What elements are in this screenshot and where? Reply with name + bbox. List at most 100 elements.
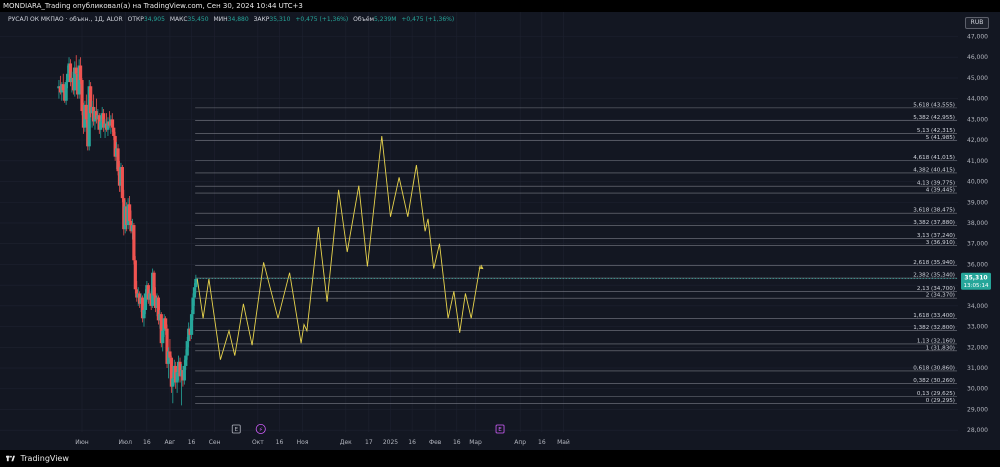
time-tick-label: 16 [143,439,151,446]
fib-level-label: 5,13 (42,315) [917,128,955,134]
fib-level-label: 2,382 (35,340) [913,273,955,279]
fib-level-label: 1,13 (32,160) [917,338,955,344]
candle-body [74,67,78,74]
price-tick-label: 36,000 [967,261,988,268]
fib-level-label: 4 (39,445) [926,188,955,194]
event-markers[interactable]: E ⚡ E [231,423,505,434]
candle-body [192,287,197,298]
price-tick-label: 32,000 [967,344,988,351]
footer-bar: TradingView [0,450,1000,467]
projection-path[interactable] [196,135,484,360]
fib-level-label: 2,13 (34,700) [917,286,955,292]
candle-body [191,297,195,315]
open-label: ОТКР [127,16,144,23]
fib-level-label: 5,382 (42,955) [913,115,955,121]
candle-body [159,314,163,344]
time-tick-label: Май [557,439,570,446]
candle-body [113,135,117,157]
price-tick-label: 41,000 [967,158,988,165]
earnings-event-label: E [234,427,238,433]
open-value: 34,905 [143,16,165,23]
time-tick-label: Апр [514,439,526,446]
time-tick-label: 17 [365,439,373,446]
candle-body [120,167,124,199]
price-tick-label: 47,000 [967,34,988,41]
candle-body [102,113,106,128]
footer-brand: TradingView [20,454,69,463]
fib-level-label: 0,382 (30,260) [913,378,955,384]
price-chart[interactable]: 5,618 (43,555) 5,382 (42,955) 5,13 (42,315… [0,0,1000,450]
series-legend[interactable]: РУСАЛ ОК МКПАО · объкн., 1Д, ALOR ОТКР34… [8,16,454,23]
fib-level-label: 4,382 (40,415) [913,167,955,173]
time-tick-label: 16 [538,439,546,446]
fib-level-label: 4,13 (39,775) [917,181,955,187]
candle-body [194,278,198,288]
candle-body [185,341,189,356]
price-axis[interactable]: 28,000 29,000 30,000 31,000 32,000 33,000 34,0… [958,12,1000,450]
time-tick-label: 16 [188,439,196,446]
candlestick-series [57,55,198,406]
volume-change-value: +0,475 (+1,36%) [401,16,455,23]
price-tick-label: 28,000 [967,427,988,434]
candle-body [169,357,173,387]
candle-body [184,355,188,366]
time-tick-label: Мар [469,439,482,446]
time-axis[interactable]: Июн Июл 16 Авг 16 Сен Окт 16 Ноя Дек 17 2025 16 Фев 16… [0,432,958,450]
candle-body [164,318,168,329]
candle-body [87,86,91,147]
price-tick-label: 31,000 [967,365,988,372]
candle-body [65,73,70,83]
volume-label: Объём [353,16,375,23]
dividend-event-label: ⚡ [259,427,263,434]
candle-body [110,119,114,128]
projection-arrowhead [478,264,484,270]
candle-body [99,121,103,130]
candle-body [132,225,136,261]
candle-body [161,330,165,344]
candle-body [116,148,120,172]
price-tick-label: 46,000 [967,54,988,61]
candle-body [77,65,81,95]
fib-level-label: 1,382 (32,800) [913,325,955,331]
candle-body [64,82,68,101]
publish-info-bar: MONDIARA_Trading опубликовал(а) на Tradi… [0,0,1000,12]
price-tick-label: 39,000 [967,199,988,206]
candle-body [80,80,84,112]
fib-level-label: 0,13 (29,625) [917,391,955,397]
fibonacci-extension[interactable]: 5,618 (43,555) 5,382 (42,955) 5,13 (42,315… [195,102,957,404]
fib-level-label: 3,13 (37,240) [917,233,955,239]
price-tick-label: 40,000 [967,179,988,186]
price-tick-label: 38,000 [967,220,988,227]
time-tick-label: Ноя [297,439,309,446]
earnings-event-icon [495,424,505,434]
candle-body [189,314,194,335]
dividend-event-icon [255,423,266,434]
high-value: 35,450 [187,16,209,23]
fib-level-label: 0 (29,295) [926,398,955,404]
price-tick-label: 37,000 [967,241,988,248]
price-tick-label: 30,000 [967,386,988,393]
time-tick-label: 2025 [383,439,398,446]
candle-body [146,285,150,300]
close-value: 35,310 [269,16,291,23]
time-tick-label: Дек [340,439,352,446]
price-tick-label: 29,000 [967,406,988,413]
price-tick-label: 45,000 [967,75,988,82]
earnings-event-icon [231,424,241,434]
currency-badge[interactable]: RUB [965,17,989,29]
fib-level-label: 1,618 (33,400) [913,313,955,319]
price-tick-label: 34,000 [967,303,988,310]
price-axis-background [958,12,1000,450]
candle-body [156,297,160,321]
time-tick-label: Июл [119,439,133,446]
candle-body [152,272,156,296]
candle-body [106,121,110,130]
candle-body [140,297,145,319]
price-tick-label: 42,000 [967,137,988,144]
candle-body [127,204,132,221]
fib-level-label: 4,618 (41,015) [913,155,955,161]
tradingview-logo-icon [6,455,15,462]
chart-background [0,12,1000,450]
